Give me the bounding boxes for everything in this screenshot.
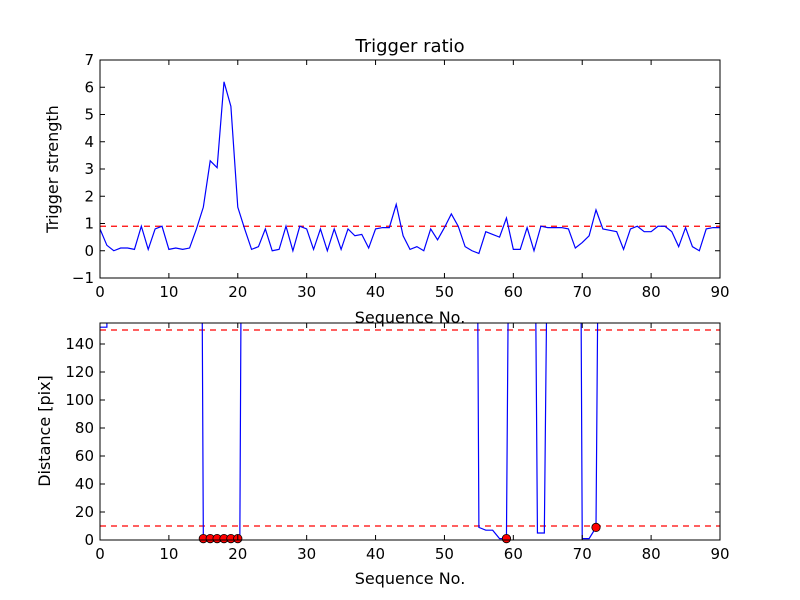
x-tick-label: 20 [228,545,247,563]
y-tick-label: 0 [84,242,94,260]
trigger-ratio-chart: Trigger ratio 0 10 20 30 40 50 60 70 80 90 −10123… [43,36,730,327]
x-axis-label: Sequence No. [355,569,466,588]
y-tick-label: 4 [84,133,94,151]
x-tick-label: 10 [159,545,178,563]
y-tick-label: 140 [65,335,94,353]
x-tick-label: 90 [710,545,729,563]
data-point [591,522,601,533]
x-tick-label: 60 [504,283,523,301]
y-tick-label: 2 [84,187,94,205]
x-tick-label: 50 [435,283,454,301]
y-tick-label: 7 [84,51,94,69]
x-tick-label: 20 [228,283,247,301]
y-tick-label: 6 [84,78,94,96]
series-line [100,81,720,255]
plot-frame [99,322,721,541]
plot-frame [99,59,721,279]
y-tick-label: 100 [65,391,94,409]
data-point [501,533,512,544]
y-tick-label: 80 [75,419,94,437]
y-tick-label: 1 [84,215,94,233]
y-tick-label: 120 [65,363,94,381]
x-axis-label: Sequence No. [355,308,466,327]
x-tick-label: 50 [435,545,454,563]
y-tick-label: −1 [72,269,94,287]
x-tick-label: 30 [297,545,316,563]
y-tick-label: 60 [75,447,94,465]
x-tick-label: 0 [95,283,105,301]
y-tick-label: 3 [84,160,94,178]
y-tick-label: 0 [84,531,94,549]
x-tick-label: 10 [159,283,178,301]
chart-title: Trigger ratio [354,36,464,57]
y-axis-label: Distance [pix] [35,375,54,487]
y-tick-label: 40 [75,475,94,493]
x-tick-label: 30 [297,283,316,301]
y-tick-label: 5 [84,106,94,124]
x-tick-label: 60 [504,545,523,563]
x-tick-label: 70 [573,545,592,563]
x-tick-label: 80 [642,545,661,563]
x-tick-label: 70 [573,283,592,301]
x-tick-label: 40 [366,283,385,301]
y-axis-label: Trigger strength [43,105,62,234]
x-tick-label: 40 [366,545,385,563]
x-tick-label: 80 [642,283,661,301]
y-tick-label: 20 [75,503,94,521]
series-line [100,323,599,540]
x-tick-label: 90 [710,283,729,301]
distance-chart: 0 10 20 30 40 50 60 70 80 90 0 20 40 60 80 100 120 140 S… [35,322,730,588]
x-tick-label: 0 [95,545,105,563]
